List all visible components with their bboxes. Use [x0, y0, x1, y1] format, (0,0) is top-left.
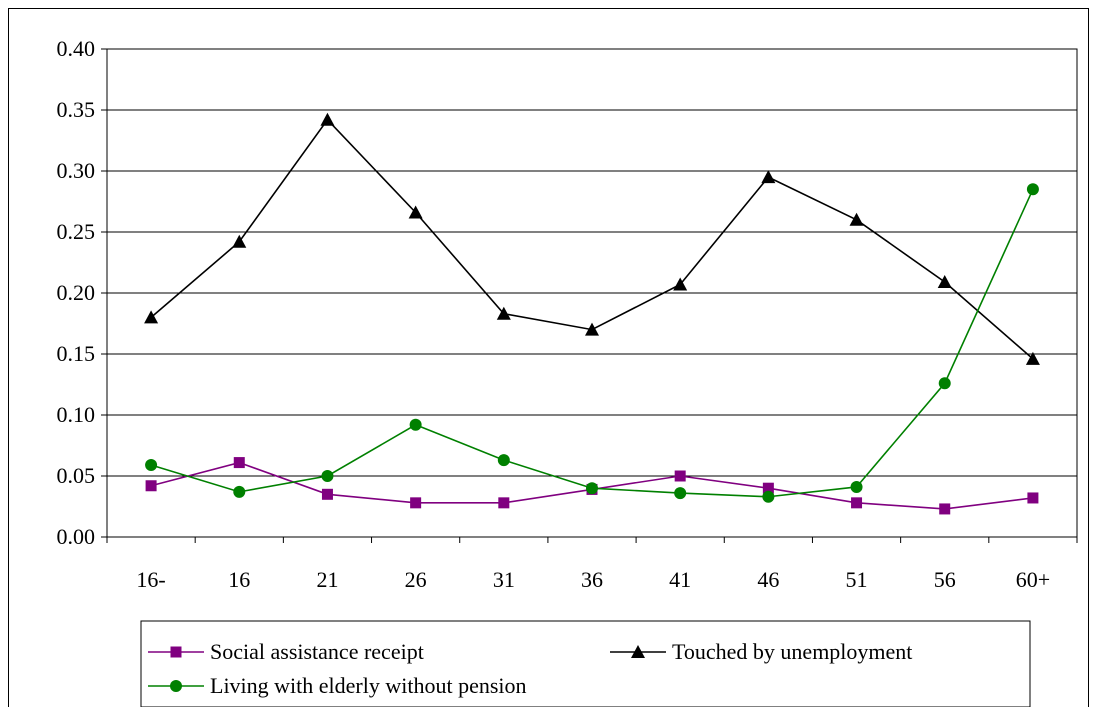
legend: Social assistance receipt Touched by unem…: [140, 620, 1031, 708]
x-tick-label: 26: [405, 567, 427, 592]
triangle-marker-icon: [631, 645, 645, 658]
data-point: [673, 277, 688, 291]
axes: 0.00 0.05 0.10 0.15 0.20 0.25 0.30 0.35 0.40 16- 1…: [57, 36, 1078, 592]
x-tick-label: 41: [669, 567, 691, 592]
legend-entry: Social assistance receipt: [148, 639, 424, 664]
y-tick-label: 0.40: [57, 36, 96, 61]
data-point: [1026, 183, 1039, 196]
data-point: [585, 322, 599, 336]
data-point: [320, 112, 335, 126]
x-tick-label: 36: [581, 567, 603, 592]
x-tick-label: 60+: [1016, 567, 1050, 592]
data-point: [321, 488, 333, 500]
chart-border: [8, 8, 1089, 709]
data-point: [233, 485, 246, 498]
data-point: [939, 503, 951, 515]
x-tick-label: 16-: [136, 567, 165, 592]
data-point: [497, 454, 510, 467]
data-point: [938, 377, 951, 390]
y-tick-label: 0.15: [57, 341, 96, 366]
y-tick-label: 0.05: [57, 463, 96, 488]
data-point: [145, 459, 158, 472]
square-marker-icon: [170, 646, 182, 658]
x-tick-label: 56: [934, 567, 956, 592]
data-point: [1025, 351, 1040, 365]
data-point: [496, 306, 511, 320]
y-tick-label: 0.20: [57, 280, 96, 305]
data-point: [674, 470, 686, 482]
data-point: [937, 275, 952, 289]
legend-label: Social assistance receipt: [210, 639, 424, 664]
y-tick-label: 0.10: [57, 402, 96, 427]
legend-label: Living with elderly without pension: [210, 673, 527, 698]
x-tick-label: 21: [316, 567, 338, 592]
circle-marker-icon: [170, 680, 182, 692]
y-tick-label: 0.35: [57, 97, 96, 122]
data-point: [762, 490, 775, 503]
data-point: [321, 470, 334, 482]
data-point: [674, 487, 687, 500]
legend-box: [140, 620, 1031, 708]
x-tick-label: 46: [757, 567, 779, 592]
data-point: [233, 457, 245, 469]
grid-lines: [107, 48, 1077, 477]
legend-entry: Touched by unemployment: [610, 639, 912, 664]
legend-label: Touched by unemployment: [672, 639, 912, 664]
data-point: [145, 480, 157, 492]
y-tick-label: 0.25: [57, 219, 96, 244]
x-tick-label: 16: [228, 567, 250, 592]
data-point: [232, 234, 247, 248]
y-tick-label: 0.30: [57, 158, 96, 183]
data-point: [409, 418, 422, 431]
data-point: [586, 482, 598, 495]
series-group: [144, 112, 1040, 515]
data-point: [850, 480, 863, 493]
data-point: [762, 482, 774, 494]
series-triangle: [144, 112, 1040, 365]
x-tick-label: 51: [846, 567, 868, 592]
x-tick-label: 31: [493, 567, 515, 592]
data-point: [1027, 492, 1039, 504]
data-point: [851, 497, 863, 509]
legend-entry: Living with elderly without pension: [148, 673, 527, 698]
data-point: [849, 212, 864, 226]
data-point: [761, 170, 776, 184]
plot-area: [106, 48, 1078, 538]
data-point: [498, 497, 510, 509]
y-tick-label: 0.00: [57, 524, 96, 549]
data-point: [410, 497, 422, 509]
data-point: [144, 310, 159, 324]
series-circle: [145, 183, 1039, 503]
data-point: [408, 205, 423, 219]
